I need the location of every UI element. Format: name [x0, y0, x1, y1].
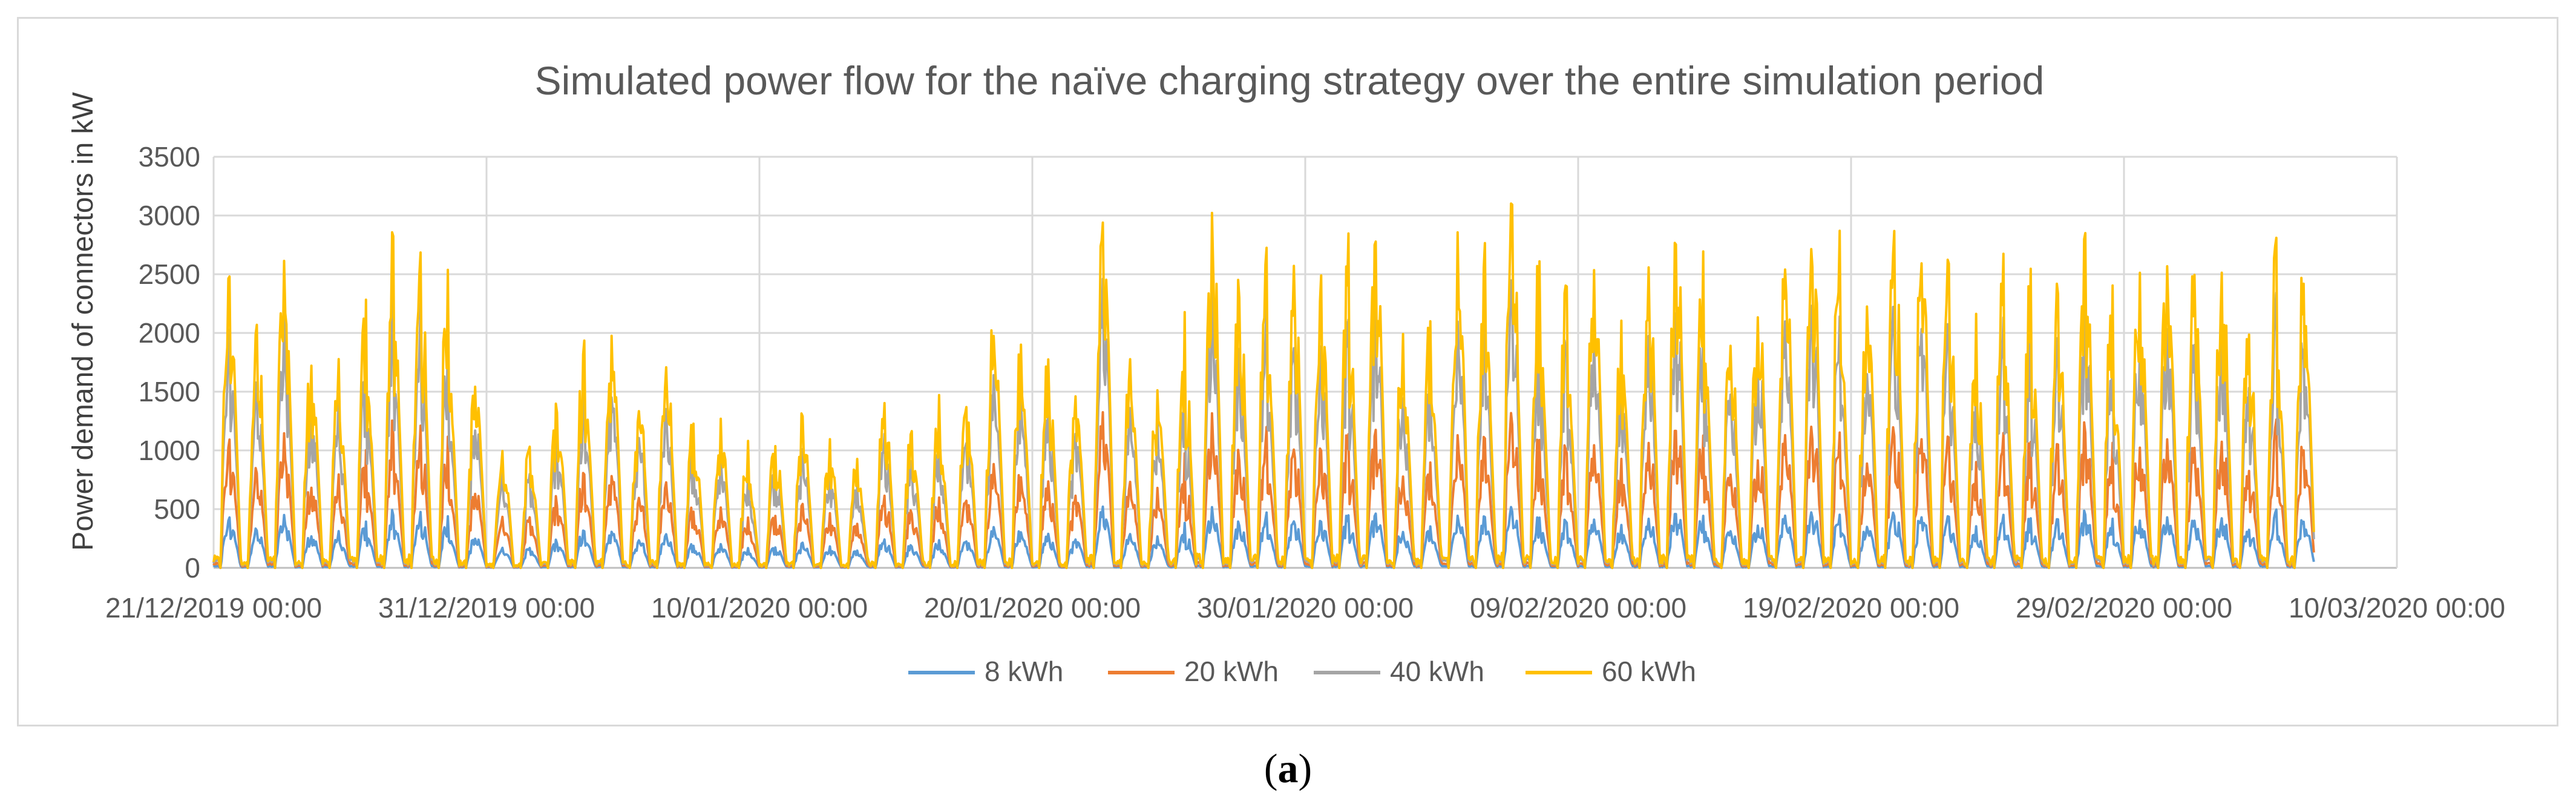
legend: 8 kWh 20 kWh 40 kWh 60 kWh: [908, 656, 1696, 687]
chart-svg: 0 500 1000 1500 2000 2500 3000 3500 21/12/2019 0…: [67, 58, 2505, 687]
series-layer: [212, 202, 2315, 569]
y-tick-label: 0: [185, 552, 200, 584]
series-line-8-kwh: [212, 505, 2315, 569]
legend-label: 60 kWh: [1602, 656, 1696, 687]
caption-label: a: [1277, 745, 1299, 791]
figure-caption: (a): [1263, 745, 1313, 791]
x-tick-label: 09/02/2020 00:00: [1470, 592, 1686, 624]
x-tick-label: 20/01/2020 00:00: [924, 592, 1141, 624]
x-tick-label: 31/12/2019 00:00: [378, 592, 595, 624]
y-tick-label: 3000: [139, 200, 200, 231]
legend-label: 40 kWh: [1390, 656, 1484, 687]
y-tick-label: 1500: [139, 376, 200, 407]
grid-layer: [212, 156, 2398, 569]
x-tick-label: 30/01/2020 00:00: [1197, 592, 1414, 624]
y-tick-label: 2500: [139, 258, 200, 290]
x-tick-label: 10/01/2020 00:00: [651, 592, 868, 624]
x-tick-label: 10/03/2020 00:00: [2289, 592, 2505, 624]
x-tick-label: 19/02/2020 00:00: [1743, 592, 1959, 624]
series-line-60-kwh: [212, 202, 2315, 569]
chart-title: Simulated power flow for the naïve charg…: [535, 58, 2045, 103]
legend-label: 20 kWh: [1184, 656, 1279, 687]
legend-label: 8 kWh: [985, 656, 1063, 687]
x-tick-label: 29/02/2020 00:00: [2016, 592, 2232, 624]
y-axis-label: Power demand of connectors in kW: [67, 91, 99, 550]
axis-layer: 0 500 1000 1500 2000 2500 3000 3500 21/12/2019 0…: [105, 141, 2505, 624]
y-tick-label: 3500: [139, 141, 200, 173]
y-tick-label: 2000: [139, 317, 200, 349]
series-line-20-kwh: [212, 411, 2315, 569]
y-tick-label: 1000: [139, 435, 200, 466]
y-tick-label: 500: [154, 493, 200, 525]
chart-frame: 0 500 1000 1500 2000 2500 3000 3500 21/12/2019 0…: [17, 17, 2558, 726]
x-tick-label: 21/12/2019 00:00: [105, 592, 322, 624]
